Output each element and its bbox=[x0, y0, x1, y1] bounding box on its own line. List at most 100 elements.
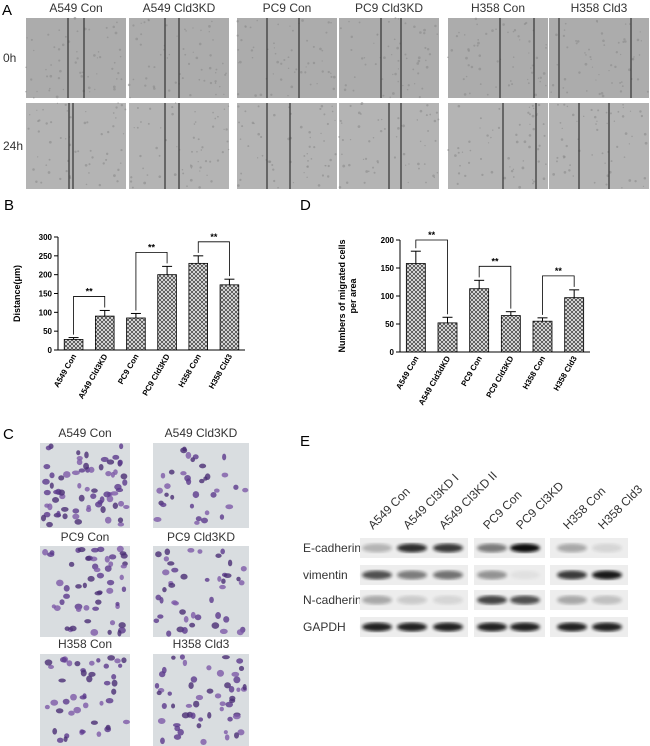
band bbox=[397, 570, 427, 580]
speck bbox=[450, 49, 454, 52]
speck bbox=[194, 111, 196, 113]
cell bbox=[166, 630, 172, 637]
cell bbox=[206, 665, 212, 671]
speck bbox=[628, 179, 632, 182]
speck bbox=[30, 78, 33, 81]
speck bbox=[465, 75, 468, 78]
cell bbox=[70, 693, 77, 701]
speck bbox=[490, 136, 492, 139]
speck bbox=[387, 45, 390, 48]
speck bbox=[628, 68, 631, 72]
speck bbox=[224, 73, 227, 77]
protein-label: N-cadherin bbox=[303, 593, 362, 607]
cell bbox=[189, 503, 195, 509]
cell bbox=[104, 516, 112, 524]
speck bbox=[140, 121, 142, 123]
speck bbox=[306, 165, 309, 168]
cell bbox=[164, 492, 169, 497]
speck bbox=[238, 121, 241, 124]
cell bbox=[122, 479, 128, 486]
cell bbox=[89, 660, 95, 666]
panel-letter: A bbox=[2, 2, 12, 19]
cell bbox=[80, 669, 87, 677]
cell bbox=[108, 561, 114, 567]
speck bbox=[77, 150, 80, 153]
speck bbox=[397, 68, 400, 70]
significance-label: ** bbox=[555, 266, 563, 276]
speck bbox=[190, 164, 192, 166]
speck bbox=[423, 163, 426, 165]
speck bbox=[374, 63, 377, 66]
speck bbox=[291, 29, 294, 32]
cell bbox=[90, 629, 99, 636]
speck bbox=[638, 54, 641, 56]
speck bbox=[628, 143, 631, 145]
speck bbox=[633, 56, 635, 58]
speck bbox=[405, 164, 407, 166]
y-axis-label: Numbers of migrated cells bbox=[337, 239, 347, 352]
cell bbox=[95, 501, 103, 508]
cell bbox=[106, 459, 115, 465]
cell bbox=[55, 708, 64, 714]
speck bbox=[479, 157, 483, 161]
column-label: H358 Con bbox=[471, 1, 525, 15]
cell bbox=[48, 664, 55, 669]
speck bbox=[223, 128, 225, 130]
y-tick-label: 250 bbox=[39, 252, 53, 261]
cell bbox=[236, 576, 241, 582]
band bbox=[477, 622, 507, 632]
speck bbox=[120, 78, 123, 81]
cell bbox=[74, 519, 83, 525]
cell bbox=[195, 516, 202, 522]
speck bbox=[456, 182, 459, 185]
speck bbox=[192, 51, 194, 53]
speck bbox=[427, 130, 429, 132]
y-tick-label: 200 bbox=[39, 271, 53, 280]
speck bbox=[29, 114, 31, 116]
cell bbox=[156, 487, 163, 494]
micrograph bbox=[338, 102, 440, 189]
cell bbox=[108, 554, 117, 560]
speck bbox=[368, 140, 371, 143]
speck bbox=[239, 138, 242, 140]
speck bbox=[512, 168, 515, 171]
speck bbox=[601, 152, 604, 155]
speck bbox=[382, 94, 385, 97]
speck bbox=[502, 23, 505, 26]
speck bbox=[127, 83, 131, 87]
speck bbox=[173, 173, 177, 176]
micrograph bbox=[447, 17, 548, 98]
speck bbox=[62, 88, 65, 91]
speck bbox=[276, 60, 279, 64]
speck bbox=[528, 134, 532, 137]
speck bbox=[517, 35, 520, 38]
cell bbox=[190, 611, 196, 619]
cell bbox=[121, 657, 127, 664]
cell bbox=[173, 723, 181, 728]
speck bbox=[223, 93, 225, 96]
speck bbox=[362, 158, 365, 161]
cell bbox=[49, 482, 54, 489]
speck bbox=[149, 107, 152, 110]
cell bbox=[223, 730, 228, 735]
speck bbox=[562, 87, 565, 89]
speck bbox=[447, 148, 450, 151]
speck bbox=[591, 154, 593, 156]
speck bbox=[425, 181, 427, 184]
speck bbox=[115, 78, 118, 80]
speck bbox=[212, 39, 214, 41]
cell bbox=[119, 443, 124, 450]
cell bbox=[193, 700, 200, 708]
speck bbox=[563, 155, 566, 159]
speck bbox=[457, 146, 460, 150]
speck bbox=[209, 160, 212, 163]
speck bbox=[237, 184, 240, 187]
cell bbox=[198, 717, 204, 722]
x-tick-label: A549 Con bbox=[52, 352, 78, 389]
speck bbox=[299, 125, 303, 129]
cell bbox=[221, 655, 230, 660]
cell bbox=[83, 604, 90, 611]
speck bbox=[586, 90, 588, 92]
speck bbox=[323, 113, 326, 116]
cell bbox=[104, 555, 110, 563]
